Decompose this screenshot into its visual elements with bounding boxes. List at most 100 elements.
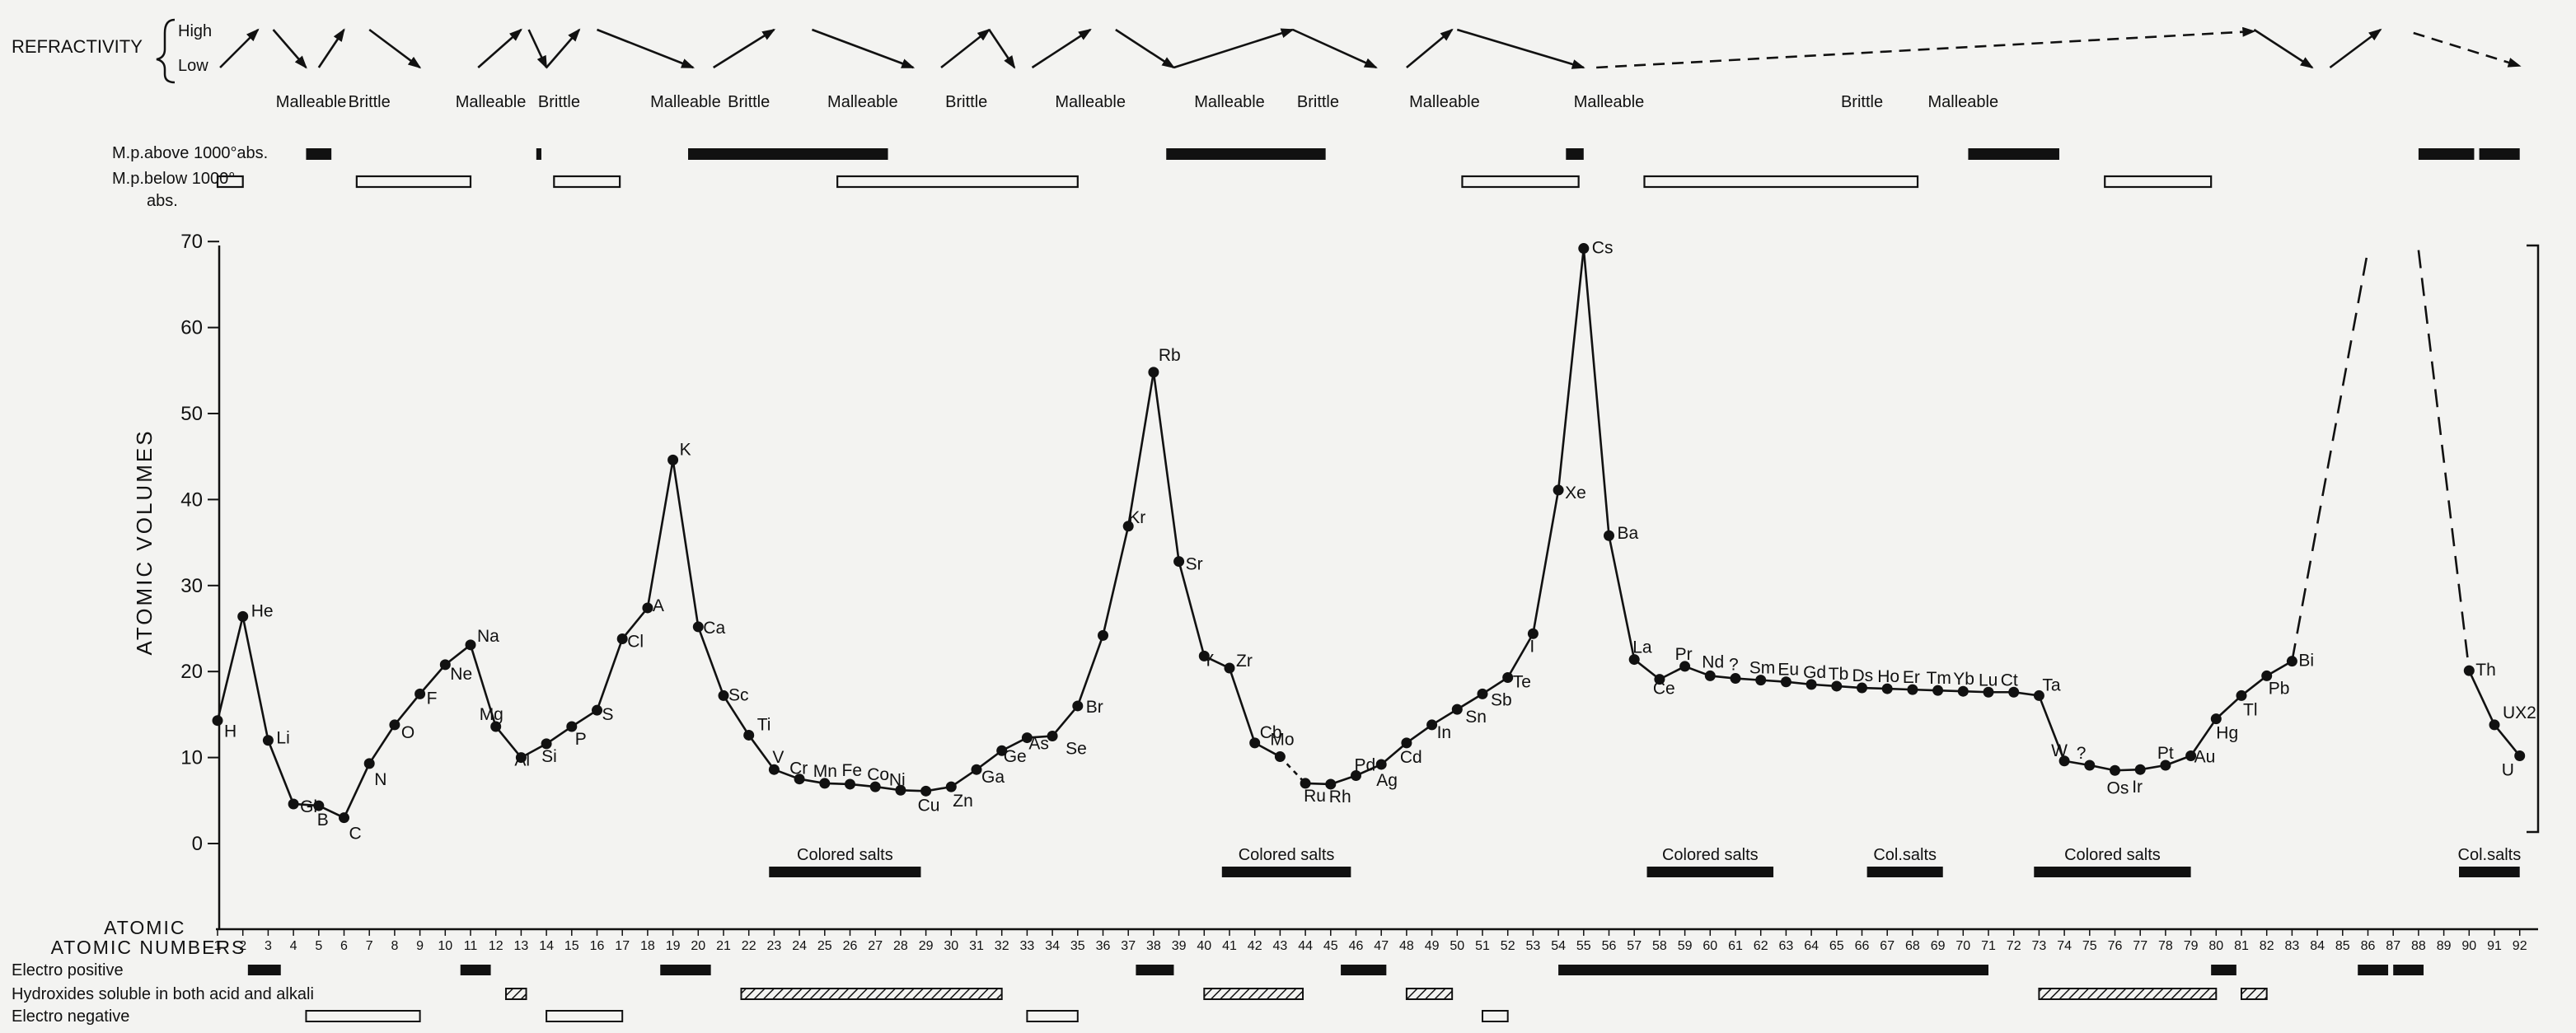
property-bar-0-2 — [660, 965, 711, 975]
x-tick-label-8: 8 — [391, 939, 398, 953]
point-69 — [1932, 685, 1944, 696]
x-tick-label-2: 2 — [239, 939, 246, 953]
point-37 — [1122, 521, 1134, 532]
refractivity-arrow-1 — [272, 29, 307, 69]
element-label-u: U — [2502, 761, 2514, 780]
x-tick-label-69: 69 — [1931, 939, 1946, 953]
x-tick-label-46: 46 — [1349, 939, 1364, 953]
segment-21-22 — [722, 694, 750, 736]
property-bar-2-2 — [1026, 1010, 1079, 1022]
element-label-c: C — [349, 825, 362, 844]
x-tick-label-86: 86 — [2361, 939, 2376, 953]
segment-91-92 — [2493, 724, 2521, 757]
x-tick-label-22: 22 — [742, 939, 756, 953]
element-label-al: Al — [514, 751, 530, 770]
refractivity-arrow-2 — [317, 28, 345, 68]
element-label-se: Se — [1066, 740, 1087, 759]
y-axis-ticks: 0 10 20 30 40 50 60 70 — [180, 231, 219, 855]
segment-3-4 — [267, 740, 295, 805]
element-label-au: Au — [2194, 748, 2216, 767]
segment-2-3 — [241, 616, 269, 741]
colored-salts-bars: Colored salts Colored salts Colored salts C… — [769, 846, 2521, 877]
malleability-label-9: Malleable — [1194, 93, 1265, 111]
x-tick-label-18: 18 — [640, 939, 655, 953]
malleability-label-2: Malleable — [456, 93, 527, 111]
point-2 — [237, 610, 249, 622]
refractivity-arrow-7 — [597, 28, 696, 69]
property-bar-1-1 — [740, 988, 1003, 1000]
colored-salts-bar-1 — [1221, 867, 1351, 877]
x-tick-label-38: 38 — [1146, 939, 1161, 953]
segment-79-80 — [2190, 717, 2218, 757]
x-tick-label-4: 4 — [290, 939, 297, 953]
y-tick-label-20: 20 — [180, 661, 203, 683]
x-tick-label-19: 19 — [666, 939, 681, 953]
x-tick-label-15: 15 — [564, 939, 579, 953]
refractivity-arrow-6 — [546, 28, 581, 68]
x-tick-label-10: 10 — [438, 939, 452, 953]
colored-salts-label-1: Colored salts — [1239, 846, 1335, 864]
property-bar-1-4 — [2038, 988, 2218, 1000]
point-20 — [692, 621, 704, 633]
x-tick-label-13: 13 — [514, 939, 529, 953]
point-80 — [2210, 713, 2222, 725]
refractivity-arrow-15 — [1292, 28, 1378, 69]
x-tick-label-62: 62 — [1754, 939, 1768, 953]
refractivity-arrow-14 — [1173, 28, 1295, 69]
point-51 — [1477, 688, 1488, 699]
x-tick-label-82: 82 — [2260, 939, 2274, 953]
element-label-o: O — [401, 723, 415, 742]
point-31 — [971, 764, 982, 775]
refractivity-arrow-19 — [2253, 28, 2314, 69]
element-label-ta: Ta — [2042, 675, 2061, 694]
point-43 — [1274, 751, 1286, 763]
element-label-zr: Zr — [1236, 652, 1253, 671]
refractivity-arrow-13 — [1115, 28, 1176, 69]
element-label-y: Y — [1202, 651, 1214, 670]
point-13 — [515, 752, 527, 764]
x-tick-label-78: 78 — [2158, 939, 2173, 953]
x-tick-label-56: 56 — [1602, 939, 1617, 953]
point-70 — [1957, 685, 1969, 697]
x-tick-label-77: 77 — [2133, 939, 2147, 953]
element-label-tb: Tb — [1829, 665, 1849, 684]
point-72 — [2008, 686, 2020, 698]
colored-salts-bar-2 — [1646, 867, 1774, 877]
point-36 — [1098, 629, 1108, 641]
point-41 — [1224, 662, 1235, 674]
segment-54-55 — [1557, 248, 1585, 491]
mp-below-bar-2 — [553, 175, 621, 189]
point-71 — [1983, 686, 1994, 698]
point-29 — [920, 785, 932, 797]
segment-34-35 — [1051, 705, 1079, 737]
element-label-s: S — [602, 705, 614, 724]
colored-salts-label-4: Colored salts — [2064, 846, 2161, 864]
segment-53-54 — [1532, 489, 1560, 634]
segment-37-38 — [1126, 372, 1155, 526]
element-label-as: As — [1028, 735, 1049, 754]
element-label-eu: Eu — [1777, 661, 1799, 680]
property-bar-0-1 — [460, 965, 491, 975]
segment-47-48 — [1380, 741, 1407, 765]
property-label-0: Electro positive — [12, 961, 124, 979]
property-bar-1-5 — [2241, 988, 2268, 1000]
point-19 — [667, 454, 679, 465]
mp-above-bar-2 — [688, 148, 888, 160]
point-47 — [1375, 759, 1387, 770]
property-bar-0-4 — [1341, 965, 1387, 975]
point-4 — [288, 798, 299, 810]
property-label-2: Electro negative — [12, 1007, 129, 1026]
malleability-label-10: Brittle — [1297, 93, 1339, 111]
element-label-ne: Ne — [450, 665, 472, 684]
segment-12-13 — [494, 726, 522, 759]
colored-salts-label-3: Col.salts — [1873, 846, 1937, 864]
element-label-si: Si — [541, 747, 557, 766]
point-3 — [262, 735, 274, 746]
element-label-tl: Tl — [2243, 700, 2258, 719]
element-label-br: Br — [1086, 698, 1103, 717]
colored-salts-label-0: Colored salts — [797, 846, 893, 864]
point-23 — [768, 764, 780, 775]
point-63 — [1780, 676, 1791, 688]
point-79 — [2185, 750, 2197, 762]
